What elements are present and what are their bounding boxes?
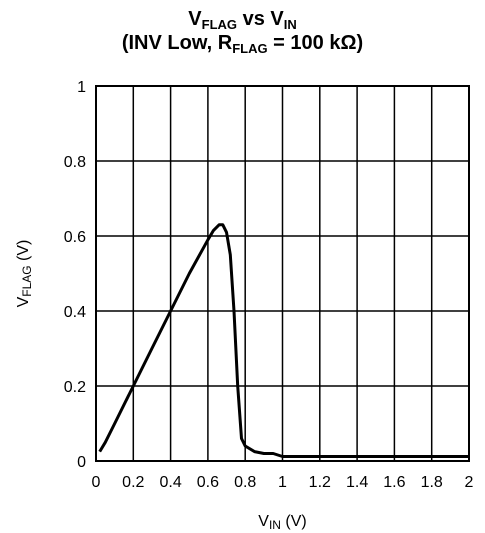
title-v-flag: V bbox=[188, 8, 202, 30]
x-axis-label: VIN (V) bbox=[258, 513, 306, 532]
x-axis-label-subscript: IN bbox=[269, 518, 281, 532]
title-vs-v: vs V bbox=[237, 8, 284, 30]
grid bbox=[96, 86, 469, 461]
y-tick-label: 0 bbox=[77, 454, 86, 471]
plot-frame bbox=[95, 85, 470, 462]
title-rflag-subscript: FLAG bbox=[232, 41, 268, 56]
x-axis-label-unit: (V) bbox=[281, 513, 307, 530]
x-tick-label: 2 bbox=[465, 474, 474, 491]
x-tick-label: 0.6 bbox=[197, 474, 219, 491]
title-condition-prefix: (INV Low, R bbox=[121, 32, 233, 54]
y-tick-label: 1 bbox=[77, 79, 86, 96]
x-tick-label: 0 bbox=[92, 474, 101, 491]
x-tick-label: 0.4 bbox=[159, 474, 181, 491]
x-tick-label: 1.6 bbox=[383, 474, 405, 491]
chart-title-line1: VFLAG vs VIN bbox=[0, 8, 485, 36]
y-axis-label-unit: (V) bbox=[15, 240, 32, 266]
y-axis-label-main: V bbox=[15, 296, 32, 307]
title-condition-suffix: = 100 kΩ) bbox=[267, 32, 364, 54]
y-axis-label-subscript: FLAG bbox=[20, 265, 34, 296]
y-tick-label: 0.6 bbox=[64, 229, 86, 246]
chart-title-line2: (INV Low, RFLAG = 100 kΩ) bbox=[0, 32, 485, 60]
y-tick-label: 0.4 bbox=[64, 304, 86, 321]
x-tick-label: 1.8 bbox=[421, 474, 443, 491]
x-axis-label-main: V bbox=[258, 513, 269, 530]
x-tick-label: 0.2 bbox=[122, 474, 144, 491]
x-tick-label: 1.2 bbox=[309, 474, 331, 491]
y-axis-label: VFLAG (V) bbox=[15, 240, 34, 308]
title-flag-subscript: FLAG bbox=[201, 17, 238, 32]
x-tick-label: 0.8 bbox=[234, 474, 256, 491]
x-tick-label: 1.4 bbox=[346, 474, 368, 491]
y-tick-label: 0.8 bbox=[64, 154, 86, 171]
title-in-subscript: IN bbox=[283, 17, 297, 32]
y-tick-labels: 0 0.2 0.4 0.6 0.8 1 bbox=[64, 79, 86, 471]
x-tick-label: 1 bbox=[278, 474, 287, 491]
x-tick-labels: 0 0.2 0.4 0.6 0.8 1 1.2 1.4 1.6 1.8 2 bbox=[92, 474, 474, 491]
series-line bbox=[98, 223, 469, 458]
y-tick-label: 0.2 bbox=[64, 379, 86, 396]
